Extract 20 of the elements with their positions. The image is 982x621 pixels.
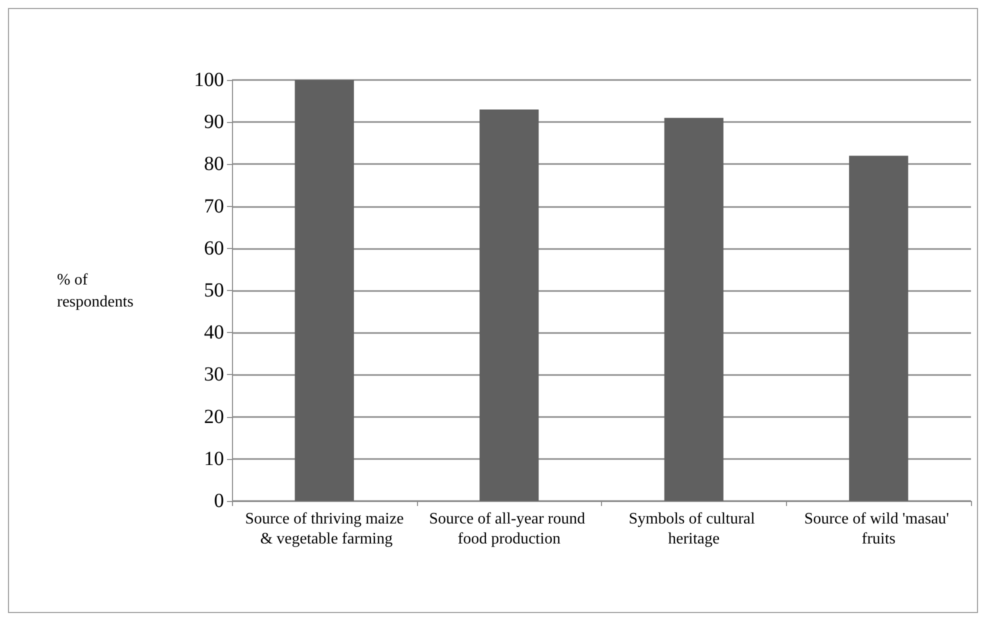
y-tick-label: 100	[194, 69, 224, 91]
bar	[480, 109, 539, 501]
y-tick-label: 0	[214, 490, 224, 512]
y-tick-label: 10	[204, 448, 224, 470]
x-tick-label: Symbols of cultural heritage	[628, 510, 759, 548]
bar	[664, 118, 724, 501]
y-tick-label: 30	[204, 364, 224, 386]
y-tick-label: 80	[204, 153, 224, 176]
y-tick-label: 50	[204, 280, 224, 302]
y-axis-title: % of respondents	[57, 272, 134, 310]
bar	[849, 156, 908, 501]
x-tick-label: Source of thriving maize & vegetable farming	[245, 510, 404, 548]
x-tick-label: Source of all-year round food production	[429, 510, 590, 548]
x-tick-label: Source of wild 'masau' fruits	[804, 510, 954, 548]
y-tick-label: 70	[204, 195, 224, 218]
y-tick-label: 90	[204, 111, 224, 134]
y-tick-label: 40	[204, 322, 224, 344]
bar	[294, 80, 354, 501]
y-tick-label: 20	[204, 406, 224, 428]
y-tick-label: 60	[204, 237, 224, 260]
